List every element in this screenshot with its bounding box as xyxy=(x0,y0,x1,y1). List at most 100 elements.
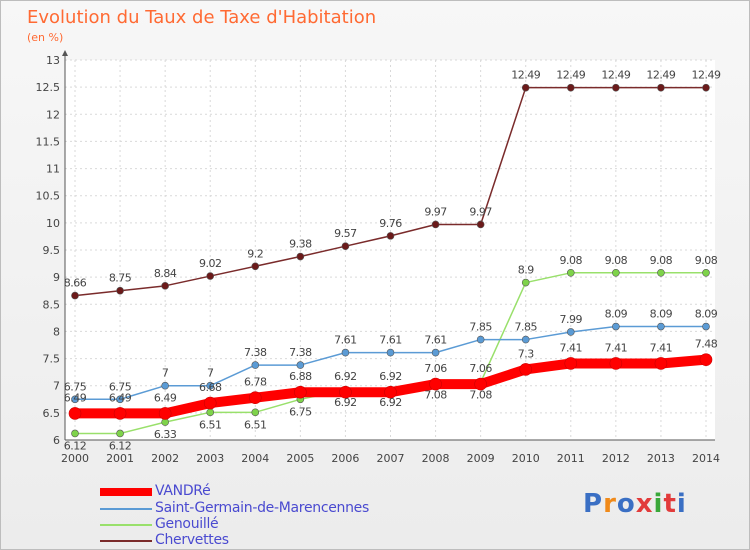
data-label: 7.61 xyxy=(379,334,402,347)
data-label: 8.09 xyxy=(605,308,628,321)
data-label: 7.99 xyxy=(560,313,583,326)
data-point xyxy=(296,361,305,369)
data-point xyxy=(702,83,710,92)
legend-swatch-vandre xyxy=(100,488,152,496)
data-point xyxy=(431,220,440,229)
y-tick-label: 9.5 xyxy=(43,244,61,257)
data-point xyxy=(248,391,262,404)
x-tick-label: 2004 xyxy=(241,452,269,465)
data-label: 7.3 xyxy=(518,347,534,360)
data-point xyxy=(566,268,575,277)
y-tick-label: 10 xyxy=(46,217,60,230)
data-point xyxy=(251,262,260,271)
data-point xyxy=(113,407,127,420)
data-point xyxy=(474,377,487,391)
data-point xyxy=(116,286,124,295)
data-point xyxy=(699,353,713,366)
data-label: 6.49 xyxy=(154,391,177,404)
data-label: 7.06 xyxy=(469,362,492,375)
data-label: 6.78 xyxy=(244,376,267,389)
data-point xyxy=(161,282,169,290)
data-point xyxy=(519,363,533,376)
data-label: 6.92 xyxy=(334,396,357,409)
data-point xyxy=(341,348,350,357)
data-label: 12.49 xyxy=(556,69,585,82)
data-point xyxy=(251,361,260,369)
data-point xyxy=(476,335,485,344)
data-label: 6.49 xyxy=(109,391,132,404)
data-label: 7.08 xyxy=(424,388,447,401)
data-point xyxy=(566,83,575,92)
data-label: 8.84 xyxy=(154,267,177,280)
data-label: 8.75 xyxy=(109,272,132,285)
data-label: 8.66 xyxy=(64,277,87,290)
data-point xyxy=(429,377,442,391)
x-tick-label: 2000 xyxy=(61,452,89,465)
data-label: 7.85 xyxy=(469,321,492,334)
x-tick-label: 2011 xyxy=(557,452,585,465)
data-label: 12.49 xyxy=(511,69,540,82)
data-point xyxy=(116,429,124,438)
data-label: 9.02 xyxy=(199,257,222,270)
data-point xyxy=(521,335,530,344)
x-tick-label: 2001 xyxy=(106,452,134,465)
data-label: 7.61 xyxy=(334,334,357,347)
data-point xyxy=(251,408,260,417)
x-tick-label: 2003 xyxy=(196,452,224,465)
y-tick-label: 12 xyxy=(46,108,60,121)
data-label: 6.12 xyxy=(64,439,87,452)
y-tick-label: 8.5 xyxy=(43,298,61,311)
proxiti-logo: Proxiti xyxy=(583,489,687,519)
data-point xyxy=(431,348,440,357)
data-label: 6.92 xyxy=(379,396,402,409)
legend-swatch-genouille xyxy=(100,524,152,526)
data-label: 7.08 xyxy=(469,388,492,401)
data-point xyxy=(657,268,665,277)
y-tick-label: 13 xyxy=(46,54,60,67)
x-tick-label: 2014 xyxy=(692,452,720,465)
data-point xyxy=(612,83,620,92)
data-point xyxy=(654,357,668,370)
y-tick-label: 6 xyxy=(53,434,60,447)
data-label: 6.51 xyxy=(244,418,267,431)
legend-label-chervettes: Chervettes xyxy=(155,532,229,548)
y-tick-label: 11 xyxy=(46,163,60,176)
y-tick-label: 10.5 xyxy=(36,190,61,203)
data-label: 6.49 xyxy=(64,391,87,404)
data-label: 7.06 xyxy=(424,362,447,375)
data-label: 6.12 xyxy=(109,439,132,452)
unit-label: (en %) xyxy=(27,31,64,44)
data-point xyxy=(341,242,350,250)
data-label: 12.49 xyxy=(646,69,675,82)
data-label: 7.38 xyxy=(289,346,312,359)
x-tick-label: 2010 xyxy=(512,452,540,465)
x-tick-label: 2012 xyxy=(602,452,630,465)
data-label: 6.68 xyxy=(199,381,222,394)
data-label: 9.08 xyxy=(695,254,718,267)
data-label: 8.9 xyxy=(518,264,534,277)
data-label: 6.33 xyxy=(154,428,177,441)
y-tick-label: 12.5 xyxy=(36,81,61,94)
data-point xyxy=(206,408,215,417)
data-point xyxy=(339,385,352,399)
data-point xyxy=(296,252,305,261)
data-label: 7 xyxy=(162,367,169,380)
data-label: 7.41 xyxy=(560,341,583,354)
data-point xyxy=(206,272,215,280)
y-tick-label: 11.5 xyxy=(36,135,61,148)
x-tick-label: 2013 xyxy=(647,452,675,465)
data-label: 8.09 xyxy=(695,308,718,321)
data-point xyxy=(702,322,710,331)
data-label: 7.85 xyxy=(514,321,537,334)
data-label: 9.97 xyxy=(424,205,447,218)
data-point xyxy=(71,395,79,404)
data-label: 6.88 xyxy=(289,370,312,383)
x-tick-label: 2006 xyxy=(331,452,359,465)
legend-swatch-saint-germain xyxy=(100,508,152,510)
x-tick-label: 2009 xyxy=(467,452,495,465)
data-point xyxy=(566,328,575,336)
legend-label-vandre: VANDRé xyxy=(155,483,211,499)
data-label: 9.08 xyxy=(605,254,628,267)
data-point xyxy=(476,220,485,229)
